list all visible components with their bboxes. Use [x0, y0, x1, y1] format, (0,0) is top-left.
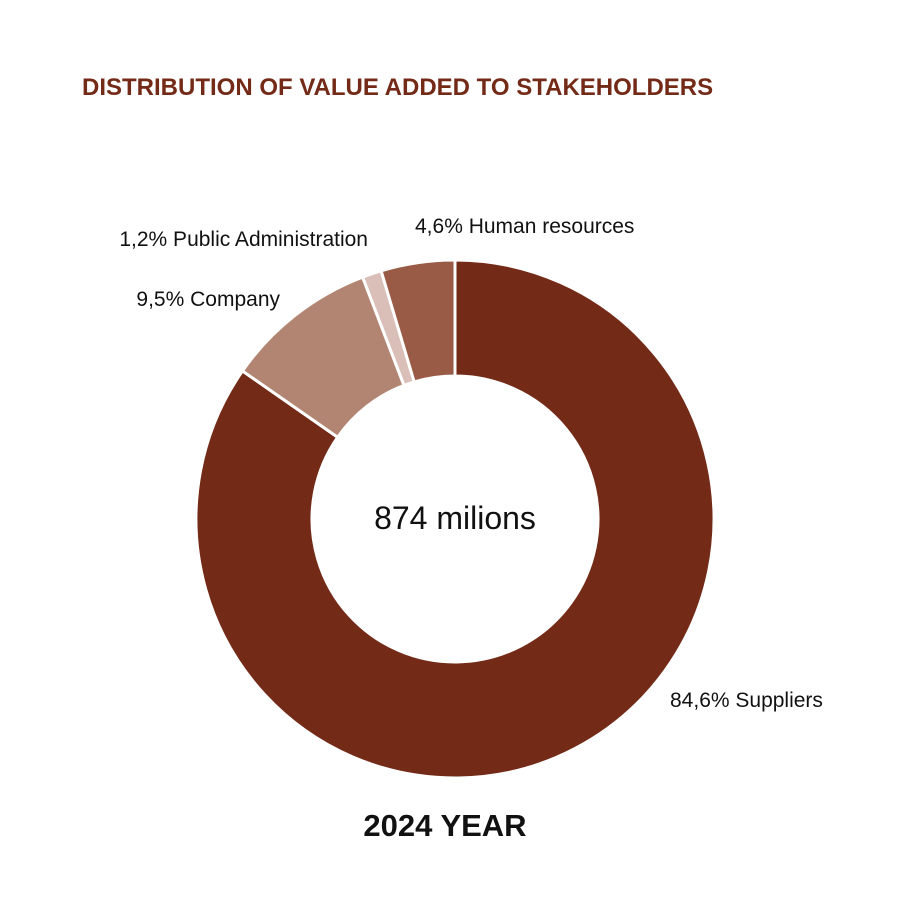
donut-slice-0	[194, 258, 716, 780]
slice-labels: 84,6% Suppliers 9,5% Company 1,2% Public A…	[119, 215, 823, 712]
year-label: 2024 YEAR	[363, 808, 527, 843]
center-total-label: 874 milions	[374, 500, 536, 536]
donut-slice-3	[379, 258, 457, 384]
slice-label-1: 9,5% Company	[136, 288, 280, 311]
donut-slices	[194, 258, 716, 780]
slice-label-3: 4,6% Human resources	[415, 215, 634, 238]
slice-label-0: 84,6% Suppliers	[670, 689, 823, 712]
chart-title: DISTRIBUTION OF VALUE ADDED TO STAKEHOLD…	[82, 74, 714, 101]
slice-label-2: 1,2% Public Administration	[119, 228, 368, 251]
